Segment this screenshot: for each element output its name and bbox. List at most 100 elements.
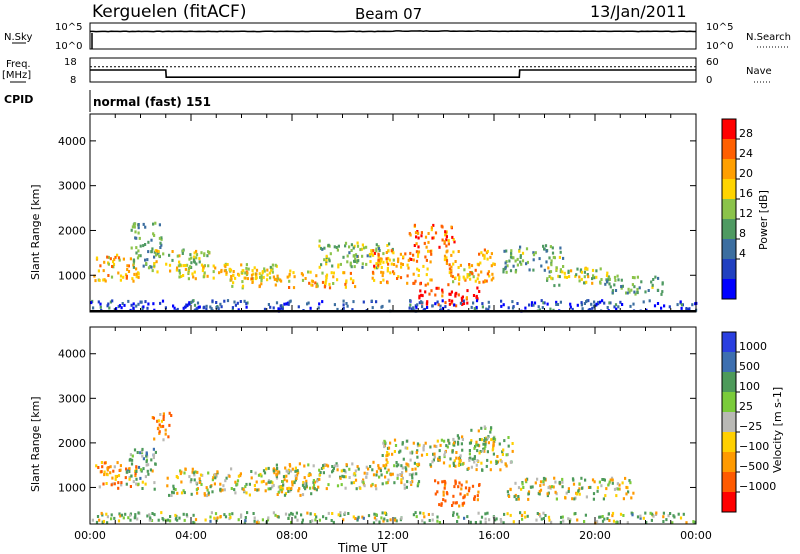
velocity-cell (473, 457, 476, 461)
velocity-cell (322, 515, 325, 519)
velocity-cell (136, 517, 139, 521)
velocity-cell (326, 464, 330, 468)
power-cell (250, 273, 254, 277)
power-cell (370, 252, 373, 256)
velocity-cell (465, 480, 468, 484)
velocity-cell (615, 521, 618, 524)
velocity-cell (592, 497, 595, 501)
velocity-cell (417, 463, 421, 467)
power-cell (261, 270, 264, 274)
power-cell (361, 254, 364, 258)
power-cell (507, 306, 510, 310)
velocity-cell (159, 413, 162, 416)
velocity-cell (383, 440, 387, 444)
power-cell (432, 236, 435, 240)
velocity-cell (103, 473, 106, 477)
velocity-cell (149, 516, 152, 520)
cpid-label: CPID (4, 93, 33, 106)
power-cell (137, 249, 140, 253)
power-cell (274, 283, 277, 287)
velocity-cell (456, 434, 459, 438)
velocity-cell (91, 518, 94, 522)
power-cell (371, 270, 375, 274)
velocity-cell (409, 451, 412, 455)
velocity-cell (312, 480, 315, 484)
power-cell (392, 251, 395, 255)
velocity-cell (242, 487, 245, 491)
velocity-cell (142, 467, 145, 471)
power-cell (400, 262, 403, 266)
power-cell (430, 252, 433, 256)
velocity-cell (246, 511, 249, 515)
power-cell (457, 266, 460, 269)
velocity-cell (578, 482, 581, 486)
power-cell (676, 303, 679, 307)
power-cell (412, 253, 415, 257)
velocity-cell (301, 521, 304, 525)
power-cell (580, 301, 583, 305)
power-cell (117, 271, 120, 275)
power-cell (613, 283, 616, 287)
power-cell (425, 245, 428, 249)
velocity-cell (459, 454, 462, 458)
power-cell (137, 275, 140, 279)
velocity-cell (504, 462, 507, 466)
velocity-cell (132, 480, 135, 484)
power-cell (124, 273, 128, 277)
power-cell (229, 268, 233, 272)
power-cell (177, 264, 180, 268)
power-cell (580, 277, 583, 281)
power-cell (559, 300, 562, 304)
velocity-cell (109, 465, 112, 469)
velocity-cell (375, 473, 378, 477)
velocity-cell (343, 469, 346, 473)
velocity-cell (592, 492, 596, 496)
power-cell (231, 284, 234, 288)
power-cell (165, 262, 168, 266)
date-title: 13/Jan/2011 (590, 2, 687, 21)
velocity-cell (248, 482, 251, 486)
velocity-cell (273, 471, 276, 475)
velocity-cell (301, 518, 304, 522)
power-cell (601, 299, 604, 303)
velocity-cell (514, 481, 517, 485)
velocity-cell (303, 464, 306, 468)
velocity-cell (415, 472, 418, 476)
velocity-cell (492, 452, 495, 456)
velocity-cell (367, 514, 371, 518)
velocity-cell (105, 482, 108, 485)
power-cell (90, 301, 93, 305)
power-cell (314, 281, 317, 285)
power-cell (328, 286, 332, 290)
velocity-cell (210, 511, 213, 515)
velocity-cell (476, 449, 479, 453)
velocity-cell (331, 465, 334, 468)
power-cell (579, 268, 583, 272)
velocity-cell (530, 485, 533, 489)
velocity-cell (347, 512, 350, 515)
power-cell (356, 254, 359, 258)
velocity-cell (650, 518, 653, 522)
velocity-cell (410, 483, 413, 486)
velocity-cell (409, 481, 412, 484)
power-cell (454, 260, 457, 263)
velocity-cell (692, 520, 695, 524)
power-cell (553, 284, 556, 288)
velocity-cell (484, 444, 487, 448)
power-cell (469, 277, 472, 281)
velocity-cell (160, 511, 163, 515)
power-cell (325, 278, 328, 282)
power-cell (203, 273, 206, 277)
velocity-cell (611, 478, 614, 482)
power-cell (331, 264, 334, 268)
velocity-cell (141, 480, 144, 484)
power-cell (551, 277, 554, 281)
velocity-cell (649, 511, 652, 515)
nave-top-tick: 60 (706, 57, 719, 68)
velocity-cell (470, 439, 473, 443)
velocity-cell (559, 520, 562, 524)
velocity-cell (305, 482, 308, 486)
power-cell (453, 303, 456, 307)
velocity-cell (574, 496, 577, 500)
velocity-cell (342, 518, 345, 522)
